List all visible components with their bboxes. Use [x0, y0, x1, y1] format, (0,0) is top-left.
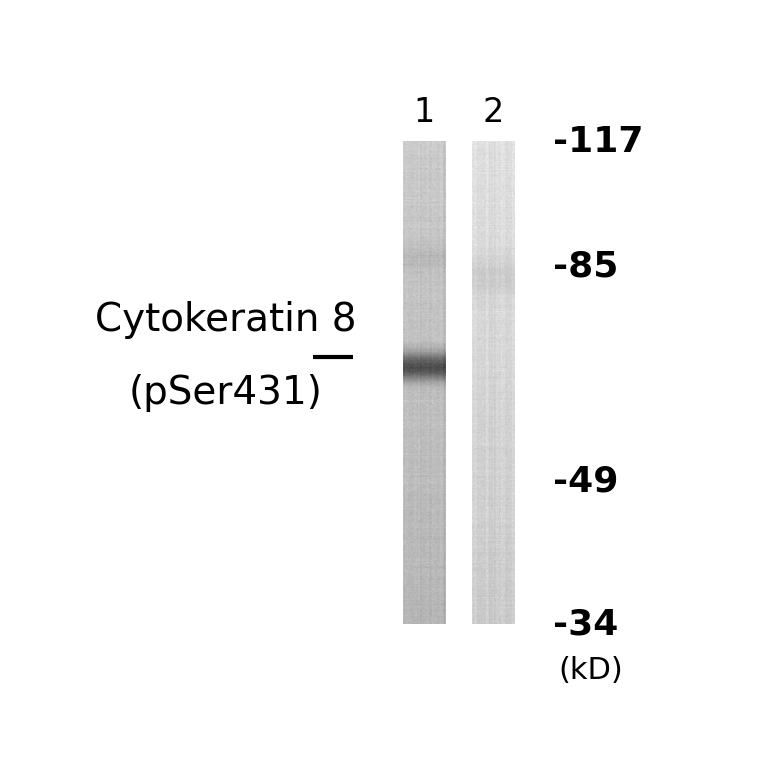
- Text: -85: -85: [552, 249, 618, 283]
- Text: 1: 1: [413, 96, 435, 129]
- Text: (kD): (kD): [558, 656, 623, 685]
- Text: -49: -49: [552, 465, 618, 498]
- Text: 2: 2: [483, 96, 504, 129]
- Text: (pSer431): (pSer431): [129, 374, 322, 413]
- Text: -117: -117: [552, 125, 643, 159]
- Text: Cytokeratin 8: Cytokeratin 8: [95, 301, 357, 339]
- Text: -34: -34: [552, 607, 618, 641]
